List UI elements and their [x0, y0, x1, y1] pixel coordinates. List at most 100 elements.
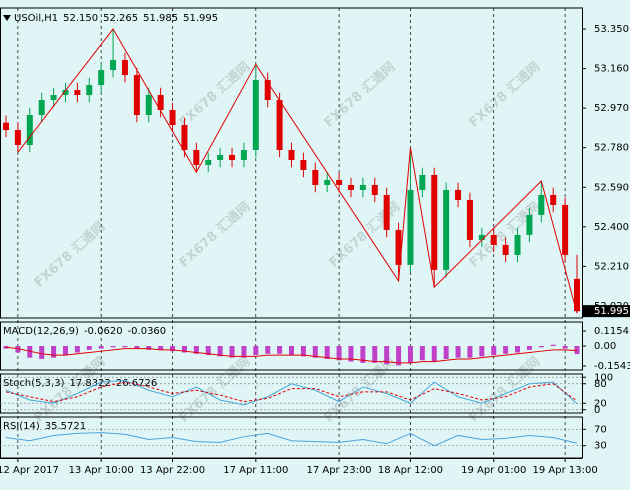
candle-body	[526, 214, 533, 235]
y-tick-label: 80	[594, 379, 607, 390]
x-tick-label: 19 Apr 13:00	[533, 465, 598, 476]
candle-body	[50, 95, 57, 101]
candle-body	[502, 244, 509, 255]
y-tick-label: 0.1154	[594, 326, 629, 337]
histogram-bar	[74, 346, 80, 353]
title: Stoch(5,3,3)	[3, 378, 65, 389]
readout: -0.0360	[128, 326, 167, 337]
histogram-bar	[277, 346, 283, 354]
histogram-bar	[336, 346, 342, 361]
candle-body	[395, 229, 402, 265]
histogram-bar	[324, 346, 330, 359]
histogram-bar	[491, 346, 497, 356]
y-tick-label: -0.1543	[594, 361, 630, 372]
indicator-line	[5, 432, 578, 447]
x-tick-label: 12 Apr 2017	[0, 465, 59, 476]
candle-body	[574, 278, 580, 312]
histogram-bar	[253, 346, 259, 356]
histogram-bar	[574, 346, 580, 355]
y-tick-label: 0.00	[594, 341, 616, 352]
candle-body	[86, 85, 93, 96]
histogram-bar	[550, 344, 556, 346]
histogram-bar	[360, 346, 366, 363]
histogram-bar	[241, 346, 247, 358]
histogram-bar	[170, 346, 176, 352]
readout: 52.150	[63, 13, 98, 24]
candle-body	[157, 95, 164, 111]
candle-body	[407, 189, 414, 265]
panel-frame	[0, 7, 583, 319]
candle-body	[288, 149, 295, 160]
y-tick-label: 100	[594, 372, 613, 383]
panel-title: MACD(12,26,9) -0.0620 -0.0360	[3, 326, 166, 337]
readout: 26.6726	[116, 378, 157, 389]
y-tick-label: 52.970	[594, 103, 629, 114]
x-tick-label: 17 Apr 11:00	[223, 465, 288, 476]
candle-body	[62, 90, 69, 96]
histogram-bar	[193, 346, 199, 354]
histogram-bar	[372, 346, 378, 363]
histogram-bar	[407, 346, 413, 363]
y-tick-label: 30	[594, 441, 607, 452]
readout: 51.995	[183, 13, 218, 24]
panel-title: USOil,H1 52.150 52.265 51.985 51.995	[14, 13, 218, 24]
candle-body	[252, 80, 259, 150]
candle-body	[276, 100, 283, 150]
title: RSI(14)	[3, 421, 40, 432]
panel-title: RSI(14) 35.5721	[3, 421, 86, 432]
x-tick-label: 19 Apr 01:00	[461, 465, 526, 476]
histogram-bar	[122, 346, 128, 348]
candle-body	[514, 234, 521, 255]
histogram-bar	[443, 346, 449, 359]
y-tick-label: 20	[594, 398, 607, 409]
candle-body	[193, 149, 200, 165]
histogram-bar	[384, 346, 390, 365]
panel-frame	[0, 373, 583, 414]
histogram-bar	[396, 346, 402, 366]
title: USOil,H1	[14, 13, 58, 24]
candle-body	[98, 70, 105, 86]
candle-body	[324, 179, 331, 185]
candle-body	[550, 194, 557, 205]
candle-body	[38, 100, 45, 116]
zigzag-line	[17, 28, 578, 314]
y-tick-label: 53.350	[594, 24, 629, 35]
histogram-bar	[229, 346, 235, 358]
candle-body	[466, 199, 473, 240]
candle-body	[121, 60, 128, 76]
histogram-bar	[419, 346, 425, 361]
histogram-bar	[110, 346, 116, 348]
histogram-bar	[265, 346, 271, 354]
candle-body	[145, 95, 152, 116]
candle-body	[110, 60, 117, 71]
candle-body	[359, 184, 366, 190]
histogram-bar	[526, 346, 532, 350]
histogram-bar	[39, 346, 45, 359]
candle-body	[312, 169, 319, 185]
y-tick-label: 0	[594, 405, 600, 416]
candle-body	[347, 184, 354, 190]
price-label: 51.995	[594, 306, 629, 317]
y-tick-label: 52.210	[594, 261, 629, 272]
histogram-bar	[515, 346, 521, 353]
x-tick-label: 13 Apr 22:00	[140, 465, 205, 476]
candle-body	[371, 184, 378, 195]
histogram-bar	[538, 346, 544, 348]
x-tick-label: 18 Apr 12:00	[378, 465, 443, 476]
candle-body	[336, 179, 343, 185]
readout: 51.985	[143, 13, 178, 24]
panel-title: Stoch(5,3,3) 17.8322 26.6726	[3, 378, 157, 389]
y-tick-label: 52.780	[594, 143, 629, 154]
x-tick-label: 13 Apr 10:00	[69, 465, 134, 476]
signal-line	[5, 346, 578, 364]
candle-body	[455, 189, 462, 200]
y-tick-label: 52.400	[594, 222, 629, 233]
histogram-bar	[503, 346, 509, 354]
y-tick-label: 70	[594, 424, 607, 435]
candle-body	[419, 174, 426, 190]
title: MACD(12,26,9)	[3, 326, 79, 337]
candle-body	[3, 122, 9, 131]
